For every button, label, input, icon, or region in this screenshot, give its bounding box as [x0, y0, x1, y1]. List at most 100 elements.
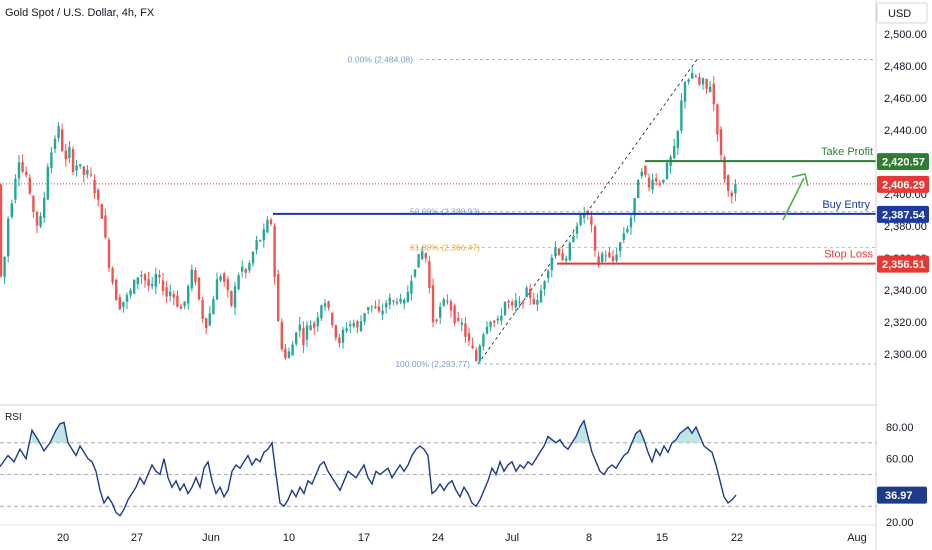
candle-body	[716, 104, 719, 135]
candle-body	[421, 251, 424, 260]
candle-body	[680, 100, 683, 131]
candle-body	[125, 295, 129, 302]
time-tick-label: Aug	[847, 532, 867, 544]
candle-body	[514, 300, 517, 308]
candle-body	[532, 298, 535, 305]
time-axis[interactable]: 20 27 Jun 10 17 24 Jul 8 15 22 Aug	[57, 532, 867, 544]
candle-body	[367, 307, 370, 311]
candle-body	[107, 239, 111, 269]
candle-body	[3, 256, 6, 277]
candle-body	[165, 287, 168, 297]
time-tick-label: Jun	[202, 532, 220, 544]
candle-body	[550, 257, 553, 271]
axis-price-badge	[877, 175, 929, 193]
currency-badge[interactable]	[876, 2, 928, 24]
candle-body	[633, 198, 636, 216]
candle-body	[619, 242, 622, 252]
candle-body	[410, 280, 413, 294]
candle-body	[154, 273, 157, 287]
candle-body	[493, 320, 496, 323]
candle-body	[197, 277, 201, 300]
candle-body	[381, 310, 384, 315]
candle-body	[478, 345, 481, 362]
candle-body	[35, 211, 39, 226]
candle-body	[565, 258, 568, 261]
candle-body	[212, 299, 215, 315]
candle-body	[215, 279, 219, 300]
candle-body	[262, 229, 265, 241]
candle-body	[205, 318, 208, 329]
candle-body	[701, 78, 705, 85]
candle-body	[237, 275, 240, 290]
candle-body	[345, 328, 348, 332]
candle-body	[529, 288, 532, 298]
candle-body	[53, 138, 57, 149]
candle-body	[449, 301, 453, 311]
candle-body	[734, 183, 737, 194]
candle-body	[0, 184, 3, 277]
candle-body	[557, 248, 561, 255]
price-pane[interactable]: Gold Spot / U.S. Dollar, 4h, FX 0.00% (2…	[0, 7, 876, 369]
candle-body	[406, 291, 409, 302]
candle-body	[71, 148, 75, 172]
candle-body	[496, 318, 499, 321]
candle-body	[136, 277, 139, 285]
target-arrow	[782, 173, 809, 221]
candle-body	[115, 279, 118, 301]
candle-body	[147, 279, 150, 286]
candle-body	[705, 78, 708, 89]
candle-body	[269, 219, 273, 225]
candle-body	[489, 321, 492, 327]
candle-body	[446, 300, 449, 302]
rsi-current-value: 36.97	[885, 490, 913, 502]
candle-body	[424, 253, 427, 259]
price-axis-labels: 2,420.57 2,406.29 2,387.54 2,356.51	[877, 153, 929, 273]
rsi-overbought-fill	[672, 427, 700, 443]
candle-body	[64, 150, 67, 160]
axis-price-badge-text: 2,387.54	[882, 209, 926, 221]
candle-body	[374, 306, 377, 309]
rsi-tick-label: 60.00	[886, 454, 914, 466]
candle-body	[93, 180, 96, 194]
candle-body	[327, 301, 330, 308]
candle-body	[579, 214, 582, 225]
fibonacci-level-label: 100.00% (2,293.77)	[395, 359, 470, 369]
candle-body	[694, 76, 697, 78]
price-axis[interactable]: USD 2,500.00 2,480.00 2,460.00 2,440.00 2,42…	[876, 2, 929, 361]
candle-body	[403, 299, 406, 304]
candle-body	[363, 313, 366, 322]
candle-body	[719, 129, 723, 155]
candle-body	[507, 300, 510, 303]
candle-body	[572, 235, 575, 243]
candle-body	[140, 275, 143, 277]
candle-body	[219, 276, 222, 281]
candle-body	[356, 321, 359, 328]
candle-body	[608, 252, 611, 258]
candle-body	[305, 325, 309, 340]
candle-body	[475, 350, 478, 361]
candle-body	[665, 162, 669, 179]
candle-body	[179, 306, 183, 309]
candle-body	[586, 210, 589, 214]
rsi-tick-label: 80.00	[886, 422, 914, 434]
time-tick-label: 17	[358, 532, 370, 544]
candle-body	[158, 274, 161, 278]
rsi-tick-label: 20.00	[886, 517, 914, 529]
candle-body	[536, 299, 539, 305]
candle-body	[291, 344, 294, 356]
candle-body	[194, 270, 197, 283]
rsi-overbought-fill	[548, 436, 560, 443]
candle-body	[79, 164, 82, 167]
axis-price-badge	[877, 205, 929, 223]
currency-label: USD	[888, 8, 911, 20]
rsi-overbought-fills	[32, 420, 700, 443]
axis-price-badge-text: 2,420.57	[882, 157, 925, 169]
candle-body	[604, 255, 607, 257]
candle-body	[187, 286, 190, 304]
candle-body	[7, 218, 10, 257]
candle-body	[104, 215, 107, 238]
candle-body	[248, 263, 251, 271]
